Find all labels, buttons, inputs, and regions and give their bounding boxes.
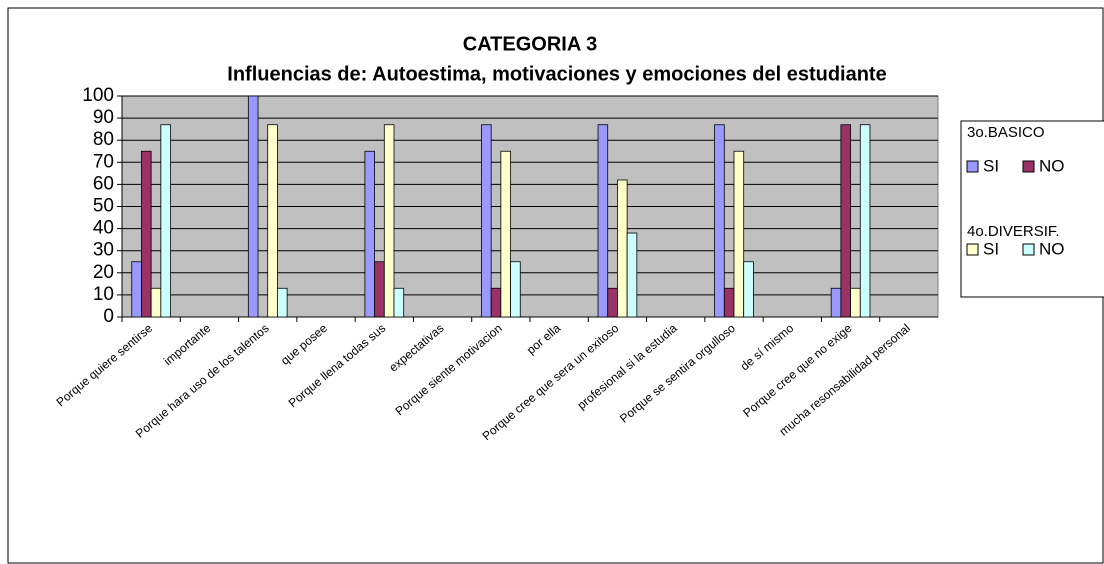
bar: [490, 287, 502, 318]
bar: [131, 261, 142, 318]
chart-subtitle: Influencias de: Autoestima, motivaciones…: [227, 63, 886, 85]
bar: [150, 287, 162, 318]
bar: [733, 150, 745, 318]
y-tick-label: 80: [93, 129, 114, 150]
legend-group: 4o.DIVERSIF.: [967, 223, 1060, 240]
legend-label: SI: [983, 156, 999, 175]
chart-title: CATEGORIA 3: [463, 33, 597, 55]
legend-label: NO: [1039, 239, 1065, 258]
legend-label: NO: [1039, 156, 1065, 175]
bar: [364, 150, 375, 318]
bar: [267, 124, 278, 318]
bar: [723, 287, 735, 318]
y-tick-label: 60: [93, 173, 114, 194]
bar: [850, 287, 861, 318]
bar: [840, 124, 851, 318]
y-tick-label: 100: [82, 85, 114, 106]
legend-swatch: [1022, 243, 1035, 256]
bar: [160, 124, 171, 318]
y-tick-label: 0: [103, 306, 114, 327]
bar: [510, 261, 521, 318]
legend-group: 3o.BASICO: [967, 124, 1045, 141]
y-tick-label: 30: [93, 240, 114, 261]
bar: [277, 287, 288, 318]
legend: [960, 120, 1104, 298]
bar: [393, 287, 405, 318]
bar: [481, 124, 492, 318]
bar: [597, 124, 609, 318]
y-tick-label: 50: [93, 196, 114, 217]
bar: [743, 261, 754, 318]
bar: [141, 150, 152, 318]
y-tick-label: 70: [93, 151, 114, 172]
bar: [247, 95, 259, 318]
y-tick-label: 90: [93, 107, 114, 128]
legend-swatch: [966, 160, 979, 173]
legend-swatch: [1022, 160, 1035, 173]
bar: [617, 179, 628, 318]
y-tick-label: 40: [93, 218, 114, 239]
y-tick-label: 20: [93, 262, 114, 283]
bar: [374, 261, 385, 318]
bar: [830, 287, 842, 318]
bar: [626, 232, 638, 318]
bar: [383, 124, 395, 318]
legend-label: SI: [983, 239, 999, 258]
bar: [607, 287, 618, 318]
bar: [859, 124, 871, 318]
bar: [714, 124, 725, 318]
y-tick-label: 10: [93, 284, 114, 305]
legend-swatch: [966, 243, 979, 256]
bar: [500, 150, 511, 318]
